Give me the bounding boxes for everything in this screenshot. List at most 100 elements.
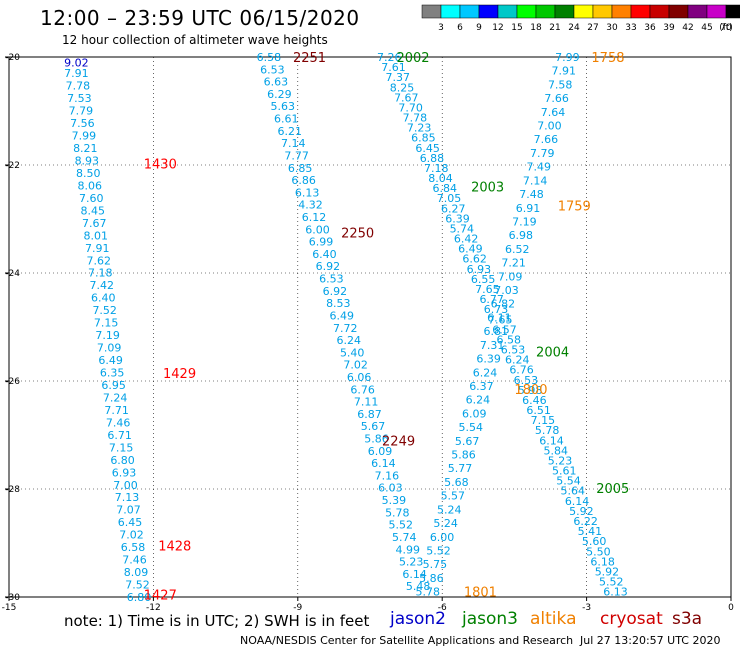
swh-value: 6.24 <box>505 354 530 367</box>
swh-value: 7.64 <box>541 106 566 119</box>
swh-value: 6.39 <box>476 353 501 366</box>
swh-value: 6.76 <box>350 383 375 396</box>
swh-value: 6.85 <box>411 132 436 145</box>
swh-value: 6.55 <box>471 273 496 286</box>
swh-value: 7.66 <box>544 92 569 105</box>
swh-value: 5.67 <box>455 435 480 448</box>
longitude-tick-label: -3 <box>582 603 591 613</box>
swh-value: 6.45 <box>118 516 143 529</box>
color-scale-swatch <box>497 4 518 19</box>
swh-value: 6.95 <box>101 379 126 392</box>
swh-value: 5.68 <box>444 476 469 489</box>
swh-value: 7.91 <box>64 67 89 80</box>
swh-value: 5.57 <box>441 490 466 503</box>
color-scale-swatch <box>573 4 594 19</box>
longitude-tick-label: -15 <box>2 603 17 613</box>
swh-value: 5.48 <box>406 580 431 593</box>
color-scale-swatch <box>706 4 727 19</box>
swh-value: 6.37 <box>469 380 494 393</box>
swh-value: 6.53 <box>260 63 285 76</box>
swh-value: 7.65 <box>475 283 500 296</box>
pass-time-label: 2250 <box>341 227 374 242</box>
swh-value: 6.99 <box>309 236 334 249</box>
swh-value: 7.61 <box>381 61 406 74</box>
legend-altika: altika <box>530 609 577 629</box>
pass-time-label: 1428 <box>158 540 191 555</box>
swh-value: 5.24 <box>437 503 462 516</box>
swh-value: 7.56 <box>70 117 95 130</box>
pass-time-label: 2004 <box>536 345 569 360</box>
pass-time-label: 2003 <box>471 181 504 196</box>
swh-value: 7.05 <box>437 192 462 205</box>
color-scale-label: 36 <box>644 23 656 33</box>
swh-value: 5.92 <box>569 505 594 518</box>
legend-cryosat: cryosat <box>600 609 663 629</box>
color-scale-swatch <box>725 4 740 19</box>
pass-time-label: 2251 <box>293 51 326 66</box>
pass-time-label: 2005 <box>596 482 629 497</box>
swh-value: 7.18 <box>88 267 113 280</box>
swh-value: 7.65 <box>488 313 513 326</box>
color-scale-swatch <box>421 4 442 19</box>
color-scale-label: 12 <box>492 23 503 33</box>
swh-value: 6.14 <box>371 457 396 470</box>
swh-value: 8.09 <box>124 566 149 579</box>
color-scale-label: 21 <box>549 23 560 33</box>
swh-value: 7.42 <box>89 279 114 292</box>
swh-value: 7.00 <box>537 120 562 133</box>
longitude-tick-label: -9 <box>293 603 302 613</box>
swh-value: 6.27 <box>441 202 466 215</box>
color-scale-label: 45 <box>701 23 712 33</box>
swh-value: 6.24 <box>473 366 498 379</box>
color-scale-label: 6 <box>457 23 463 33</box>
swh-value: 5.64 <box>561 485 586 498</box>
swh-value: 6.14 <box>565 495 590 508</box>
latitude-tick-label: -22 <box>5 161 20 171</box>
swh-value: 6.93 <box>467 263 492 276</box>
swh-value: 8.21 <box>73 142 98 155</box>
color-scale-label: 27 <box>587 23 598 33</box>
swh-value: 6.57 <box>492 323 517 336</box>
swh-value: 7.66 <box>534 133 559 146</box>
swh-value: 6.80 <box>127 591 152 604</box>
swh-value: 6.62 <box>462 253 487 266</box>
map-subtitle: 12 hour collection of altimeter wave hei… <box>62 33 328 47</box>
longitude-tick-label: 0 <box>728 603 734 613</box>
swh-value: 7.67 <box>82 217 107 230</box>
swh-value: 5.52 <box>599 576 624 589</box>
swh-value: 7.79 <box>69 105 94 118</box>
swh-value: 6.14 <box>539 434 564 447</box>
swh-value: 7.72 <box>333 322 358 335</box>
swh-value: 6.76 <box>509 364 534 377</box>
swh-value: 6.00 <box>305 223 330 236</box>
swh-value: 6.53 <box>501 344 526 357</box>
color-scale-label: 70 <box>720 23 732 33</box>
swh-value: 6.29 <box>267 88 292 101</box>
swh-value: 7.48 <box>519 188 544 201</box>
swh-value: 5.50 <box>586 545 611 558</box>
swh-value: 5.75 <box>423 558 448 571</box>
swh-value: 5.84 <box>543 444 568 457</box>
swh-value: 5.86 <box>419 572 444 585</box>
swh-value: 7.09 <box>498 270 523 283</box>
swh-value: 6.49 <box>330 309 355 322</box>
swh-value: 7.15 <box>94 317 119 330</box>
swh-value: 9.02 <box>64 56 89 69</box>
color-scale-label: 39 <box>663 23 675 33</box>
swh-value: 6.58 <box>257 51 282 64</box>
swh-value: 4.99 <box>395 543 420 556</box>
color-scale-label: 15 <box>511 23 522 33</box>
swh-value: 7.67 <box>394 91 419 104</box>
pass-time-label: 1427 <box>144 588 177 603</box>
swh-value: 6.45 <box>415 142 440 155</box>
swh-value: 6.18 <box>590 555 615 568</box>
swh-value: 8.01 <box>84 229 109 242</box>
swh-value: 6.39 <box>445 212 470 225</box>
swh-value: 6.91 <box>516 202 541 215</box>
swh-value: 6.92 <box>316 260 341 273</box>
generation-timestamp: Jul 27 13:20:57 UTC 2020 <box>580 634 721 647</box>
swh-value: 7.52 <box>125 579 150 592</box>
swh-value: 4.32 <box>298 199 323 212</box>
swh-value: 6.11 <box>487 311 512 324</box>
swh-value: 6.58 <box>121 541 146 554</box>
